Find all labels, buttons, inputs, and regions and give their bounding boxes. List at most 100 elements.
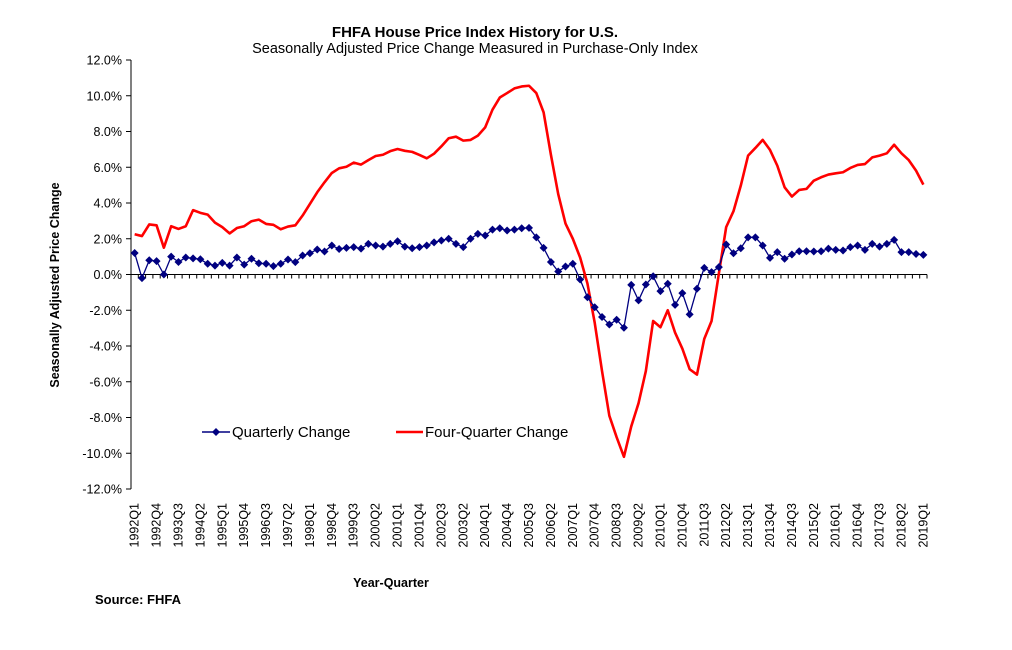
quarterly-change-point [203, 259, 212, 268]
x-tick-label: 1994Q2 [193, 503, 207, 548]
x-tick-label: 2013Q1 [741, 503, 755, 548]
quarterly-change-point [912, 249, 921, 258]
quarterly-change-point [276, 259, 285, 268]
quarterly-change-point [641, 280, 650, 289]
quarterly-change-point [817, 247, 826, 256]
quarterly-change-point [722, 240, 731, 249]
quarterly-change-point [378, 242, 387, 251]
x-tick-label: 2012Q2 [719, 503, 733, 548]
quarterly-change-point [210, 261, 219, 270]
quarterly-change-point [795, 247, 804, 256]
quarterly-change-point [174, 257, 183, 266]
x-tick-label: 2001Q4 [412, 503, 426, 548]
x-tick-label: 2018Q2 [894, 503, 908, 548]
quarterly-change-point [130, 249, 139, 258]
quarterly-change-point [904, 248, 913, 257]
x-tick-label: 1995Q4 [237, 503, 251, 548]
x-tick-label: 2001Q1 [391, 503, 405, 548]
quarterly-change-point [561, 262, 570, 271]
x-tick-label: 2015Q2 [807, 503, 821, 548]
quarterly-change-point [802, 247, 811, 256]
x-axis-ticks: 1992Q1 1992Q4 1993Q3 1994Q2 1995Q1 1995Q4 1996… [128, 274, 930, 548]
quarterly-change-point [342, 243, 351, 252]
quarterly-change-point [773, 248, 782, 257]
quarterly-change-point [707, 268, 716, 277]
quarterly-change-point [875, 242, 884, 251]
quarterly-change-point [196, 255, 205, 264]
quarterly-change-point [305, 249, 314, 258]
quarterly-change-point [663, 279, 672, 288]
quarterly-change-point [218, 258, 227, 267]
y-tick-label: -2.0% [89, 304, 122, 318]
quarterly-change-point [335, 244, 344, 253]
x-axis-title: Year-Quarter [353, 576, 429, 590]
x-tick-label: 2007Q1 [566, 503, 580, 548]
quarterly-change-point [751, 233, 760, 242]
quarterly-change-point [495, 224, 504, 233]
quarterly-change-point [678, 289, 687, 298]
quarterly-change-point [145, 256, 154, 265]
x-tick-label: 2002Q3 [434, 503, 448, 548]
quarterly-change-point [262, 259, 271, 268]
y-tick-label: 6.0% [94, 161, 123, 175]
quarterly-change-point [765, 253, 774, 262]
quarterly-change-point [451, 239, 460, 248]
quarterly-change-point [605, 320, 614, 329]
quarterly-change-point [568, 259, 577, 268]
legend: Quarterly Change Four-Quarter Change [202, 424, 568, 441]
quarterly-change-point [853, 241, 862, 250]
y-tick-label: -12.0% [82, 483, 122, 497]
quarterly-change-point [320, 247, 329, 256]
quarterly-change-point [525, 223, 533, 232]
quarterly-change-point [364, 239, 373, 248]
quarterly-change-point [919, 250, 928, 259]
quarterly-change-point [152, 257, 161, 266]
quarterly-change-point [576, 275, 585, 284]
quarterly-change-point [758, 241, 767, 250]
quarterly-change-point [437, 236, 446, 245]
x-tick-label: 2010Q1 [653, 503, 667, 548]
quarterly-change-point [415, 243, 424, 252]
quarterly-change-point [590, 303, 599, 312]
quarterly-change-point [729, 249, 738, 258]
quarterly-change-point [882, 239, 891, 248]
quarterly-change-point [619, 323, 628, 332]
quarterly-change-point [254, 259, 263, 268]
quarterly-change-point [408, 244, 417, 253]
quarterly-change-point [546, 257, 555, 266]
x-tick-label: 1993Q3 [171, 503, 185, 548]
x-tick-label: 2016Q4 [851, 503, 865, 548]
quarterly-change-point [824, 244, 833, 253]
x-tick-label: 2004Q4 [500, 503, 514, 548]
x-tick-label: 2005Q3 [522, 503, 536, 548]
x-tick-label: 2006Q2 [544, 503, 558, 548]
quarterly-change-point [284, 255, 293, 264]
x-tick-label: 1997Q2 [281, 503, 295, 548]
x-tick-label: 2010Q4 [675, 503, 689, 548]
quarterly-change-point [181, 253, 190, 262]
quarterly-change-point [736, 244, 745, 253]
quarterly-change-point [860, 245, 869, 254]
quarterly-change-point [510, 225, 519, 234]
quarterly-change-point [612, 315, 621, 324]
chart-title: FHFA House Price Index History for U.S. [332, 24, 618, 41]
quarterly-change-point [269, 262, 278, 271]
quarterly-change-point [598, 313, 607, 322]
quarterly-change-point [371, 241, 380, 250]
y-tick-label: -10.0% [82, 447, 122, 461]
quarterly-change-point [692, 284, 701, 293]
quarterly-change-point [393, 237, 402, 246]
quarterly-change-point [744, 233, 753, 242]
quarterly-change-point [846, 243, 855, 252]
legend-item-four-quarter: Four-Quarter Change [396, 424, 568, 441]
quarterly-change-point [685, 310, 694, 319]
y-axis-ticks: 12.0% 10.0% 8.0% 6.0% 4.0% 2.0% 0.0% -2.0% -4.0%… [82, 54, 131, 497]
x-tick-label: 1998Q4 [325, 503, 339, 548]
quarterly-change-point [481, 231, 490, 240]
x-tick-label: 2017Q3 [873, 503, 887, 548]
quarterly-change-point [473, 229, 482, 238]
legend-four-quarter-label: Four-Quarter Change [425, 424, 568, 441]
quarterly-change-point [868, 239, 877, 248]
quarterly-change-point [503, 226, 512, 235]
quarterly-change-point [839, 246, 848, 255]
